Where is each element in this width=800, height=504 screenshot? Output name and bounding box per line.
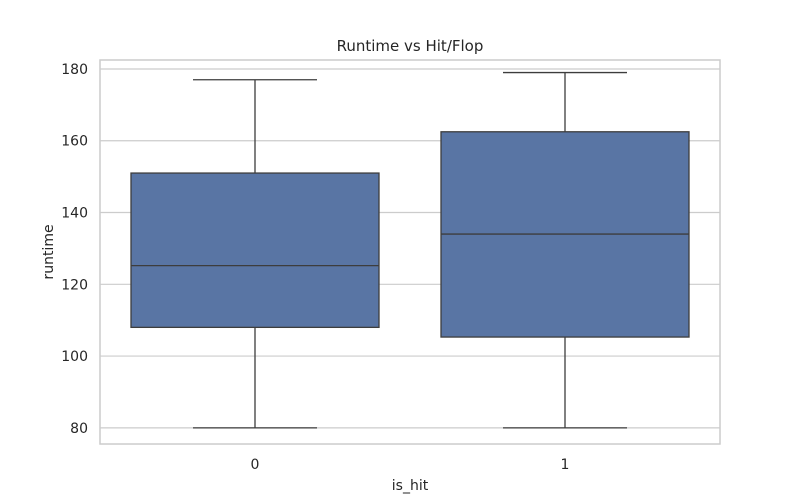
- y-tick-label: 140: [61, 206, 88, 222]
- plot-frame: [99, 59, 721, 445]
- chart-title: Runtime vs Hit/Flop: [337, 37, 484, 55]
- boxes-group: [130, 71, 690, 429]
- x-tick-label: 0: [251, 457, 260, 473]
- box-1: [440, 71, 690, 429]
- y-tick-label: 160: [61, 134, 88, 150]
- y-tick-label: 100: [61, 349, 88, 365]
- y-tick-label: 120: [61, 277, 88, 293]
- y-tick-labels: 80 100 120 140 160 180: [61, 62, 88, 437]
- x-tick-label: 1: [561, 457, 570, 473]
- x-axis-label: is_hit: [392, 478, 429, 494]
- y-axis-label: runtime: [41, 224, 57, 279]
- box-0: [130, 79, 380, 429]
- y-tick-label: 80: [70, 421, 88, 437]
- y-tick-label: 180: [61, 62, 88, 78]
- iqr-box: [130, 172, 380, 329]
